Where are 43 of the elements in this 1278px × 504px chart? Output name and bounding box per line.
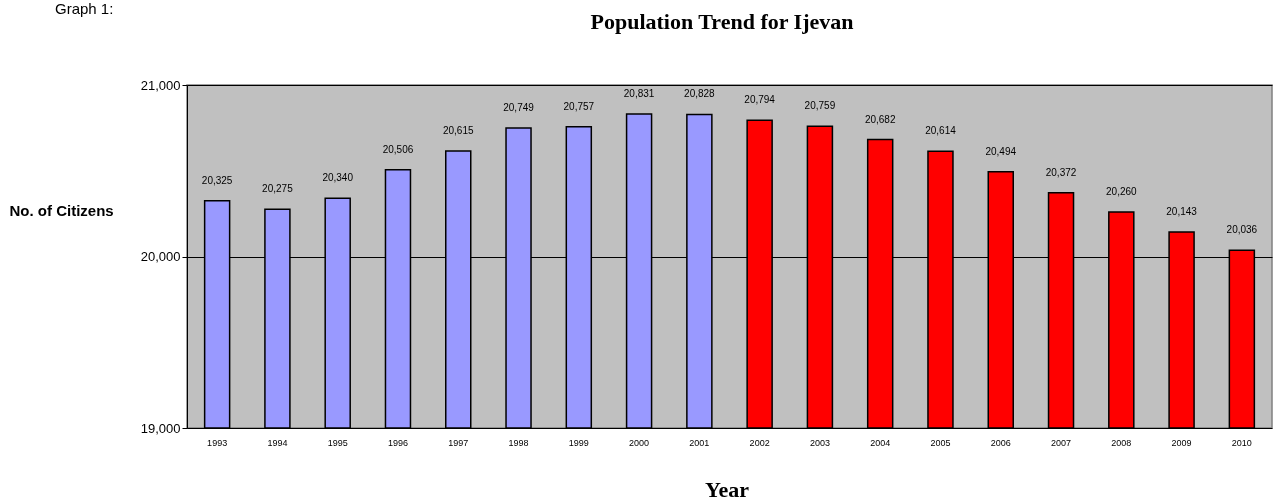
- x-tick-label: 2004: [870, 437, 891, 448]
- x-tick-label: 2000: [629, 437, 650, 448]
- x-tick-label: 2002: [749, 437, 770, 448]
- x-tick-label: 2008: [1111, 437, 1132, 448]
- data-label: 20,757: [563, 100, 595, 112]
- x-tick-label: 1998: [508, 437, 529, 448]
- data-label: 20,831: [623, 87, 655, 99]
- x-tick-label: 1993: [207, 437, 228, 448]
- data-label: 20,036: [1226, 224, 1258, 236]
- data-label: 20,372: [1045, 166, 1077, 178]
- data-label: 20,759: [804, 100, 836, 112]
- data-label: 20,615: [442, 125, 474, 137]
- caption: Graph 1:: [55, 0, 114, 17]
- x-tick-label: 2005: [930, 437, 951, 448]
- y-tick-label: 21,000: [140, 77, 181, 93]
- data-label: 20,260: [1106, 185, 1138, 197]
- x-tick-label: 2010: [1231, 437, 1252, 448]
- x-tick-label: 2006: [990, 437, 1011, 448]
- chart-title: Population Trend for Ijevan: [590, 9, 854, 34]
- x-tick-label: 1999: [568, 437, 589, 448]
- x-tick-label: 1994: [267, 437, 288, 448]
- x-tick-label: 2001: [689, 437, 710, 448]
- data-label: 20,143: [1166, 205, 1198, 217]
- data-label: 20,275: [262, 183, 294, 195]
- data-label: 20,614: [925, 125, 957, 137]
- x-axis-title: Year: [705, 477, 750, 502]
- y-axis-title: No. of Citizens: [9, 201, 114, 219]
- y-tick-label: 20,000: [140, 249, 181, 264]
- data-label: 20,340: [322, 172, 354, 184]
- data-label: 20,828: [684, 88, 716, 100]
- data-label: 20,494: [985, 145, 1017, 157]
- x-tick-label: 1995: [327, 437, 348, 448]
- data-label: 20,506: [382, 143, 414, 155]
- data-label: 20,682: [864, 113, 896, 125]
- data-label: 20,794: [744, 94, 776, 106]
- x-tick-label: 2003: [809, 437, 830, 448]
- data-label: 20,749: [503, 102, 535, 114]
- x-tick-label: 1997: [448, 437, 469, 448]
- x-tick-label: 1996: [387, 437, 408, 448]
- data-label: 20,325: [201, 174, 233, 186]
- y-tick-label: 19,000: [140, 420, 181, 436]
- x-tick-label: 2009: [1171, 437, 1192, 448]
- x-tick-label: 2007: [1051, 437, 1072, 448]
